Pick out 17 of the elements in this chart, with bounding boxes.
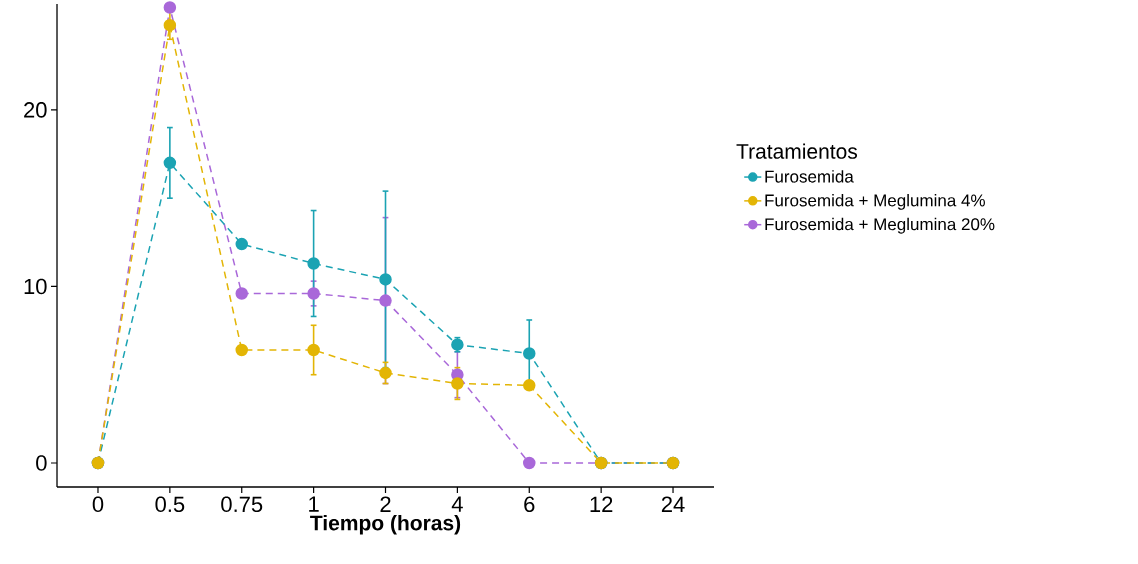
x-tick-label: 4: [451, 496, 463, 512]
x-tick-label: 1: [309, 496, 319, 512]
y-tick-label: 0: [36, 455, 47, 471]
x-tick-label: 0.75: [221, 496, 263, 513]
x-axis-title: Tiempo (horas): [310, 514, 461, 535]
x-tick-label: 2: [380, 496, 391, 512]
legend-title: Tratamientos: [736, 143, 858, 159]
x-tick-label: 0: [92, 496, 104, 513]
legend-label: Furosemida + Meglumina 20%: [765, 217, 995, 234]
legend-label: Furosemida + Meglumina 4%: [765, 193, 985, 210]
y-tick-label: 20: [24, 102, 47, 118]
legend-label: Furosemida: [765, 170, 854, 183]
y-tick-label: 10: [24, 278, 47, 295]
x-tick-label: 0.5: [155, 496, 185, 513]
x-tick-label: 6: [524, 496, 535, 513]
x-tick-label: 12: [590, 496, 613, 512]
x-tick-label: 24: [661, 496, 685, 512]
